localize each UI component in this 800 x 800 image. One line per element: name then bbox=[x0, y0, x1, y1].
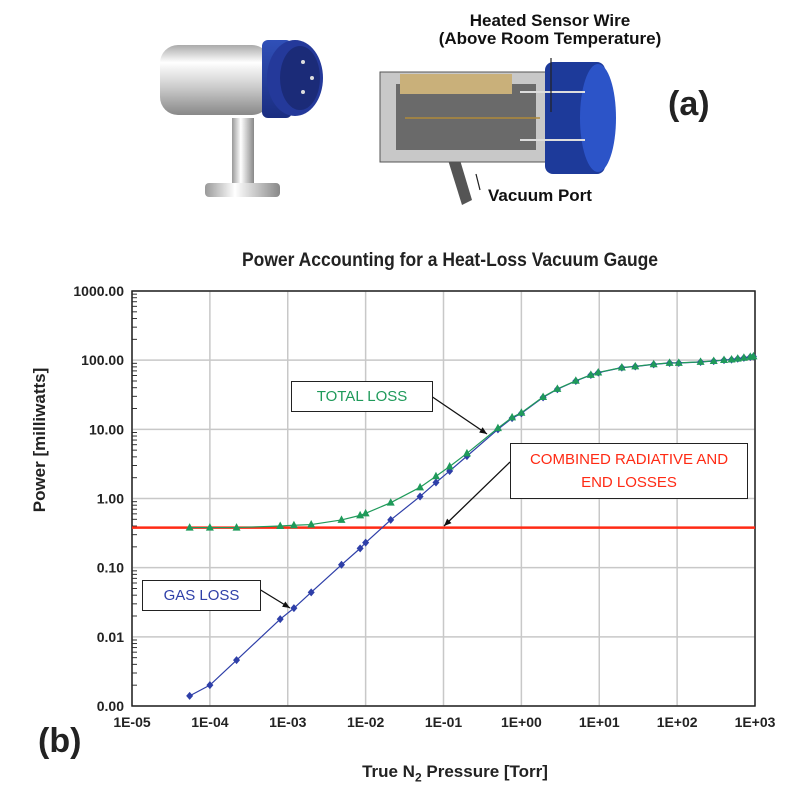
gas-loss-point bbox=[337, 560, 345, 569]
total-loss-point bbox=[733, 354, 742, 362]
total-loss-point bbox=[493, 423, 502, 432]
total-loss-point bbox=[727, 354, 736, 363]
y-tick-label: 10.00 bbox=[89, 421, 124, 437]
gas-loss-point bbox=[206, 681, 214, 690]
total-loss-point bbox=[508, 412, 517, 421]
y-tick-label: 0.00 bbox=[97, 698, 124, 714]
total-loss-arrow-head bbox=[479, 427, 487, 434]
gas-loss-point bbox=[233, 656, 241, 665]
y-tick-label: 1000.00 bbox=[73, 283, 124, 299]
wire-callout: Heated Sensor Wire (Above Room Temperatu… bbox=[400, 12, 700, 48]
wire-callout-line1: Heated Sensor Wire bbox=[469, 11, 631, 30]
y-tick-label: 0.10 bbox=[97, 560, 124, 576]
x-tick-label: 1E+01 bbox=[579, 714, 620, 730]
total-loss-point bbox=[720, 355, 729, 364]
gas-loss-point bbox=[387, 515, 395, 524]
total-loss-point bbox=[539, 392, 548, 400]
total-loss-point bbox=[517, 408, 526, 416]
total-loss-point bbox=[337, 515, 346, 523]
gas-loss-point bbox=[276, 615, 284, 624]
gas-loss-arrow-head bbox=[282, 601, 290, 608]
x-tick-label: 1E-03 bbox=[269, 714, 307, 730]
panel-label-b: (b) bbox=[38, 722, 82, 760]
total-loss-point bbox=[709, 356, 718, 364]
y-tick-label: 1.00 bbox=[97, 491, 124, 507]
total-loss-point bbox=[205, 523, 214, 531]
total-loss-point bbox=[276, 521, 285, 530]
x-axis-label-suffix: Pressure [Torr] bbox=[421, 762, 548, 781]
total-loss-point bbox=[586, 370, 595, 378]
gas-loss-point bbox=[186, 691, 194, 700]
y-tick-label: 0.01 bbox=[97, 629, 124, 645]
gas-loss-point bbox=[307, 588, 315, 597]
total-loss-point bbox=[445, 462, 454, 470]
total-loss-point bbox=[386, 498, 395, 506]
gas-loss-point bbox=[362, 538, 370, 547]
gas-loss-point bbox=[356, 544, 364, 553]
gauge-illustrations bbox=[160, 40, 616, 205]
total-loss-point bbox=[185, 523, 194, 531]
total-loss-arrow bbox=[430, 395, 488, 435]
x-axis-label-subscript: 2 bbox=[414, 770, 422, 785]
total-loss-point bbox=[361, 508, 370, 517]
x-axis-label-prefix: True N bbox=[362, 762, 415, 781]
total-loss-point bbox=[696, 357, 705, 365]
radiative-loss-arrow-head bbox=[444, 518, 452, 526]
total-loss-point bbox=[749, 351, 758, 360]
port-callout: Vacuum Port bbox=[488, 186, 592, 205]
gas-loss-label: GAS LOSS bbox=[142, 580, 261, 611]
gas-loss-point bbox=[290, 604, 298, 613]
panel-label-a: (a) bbox=[668, 85, 710, 123]
total-loss-point bbox=[674, 358, 683, 366]
gas-loss-point bbox=[432, 478, 440, 487]
total-loss-point bbox=[571, 376, 580, 384]
x-tick-label: 1E+02 bbox=[657, 714, 698, 730]
total-loss-point bbox=[553, 384, 562, 392]
total-loss-point bbox=[462, 448, 471, 457]
radiative-label-line1: COMBINED RADIATIVE AND bbox=[529, 451, 729, 468]
total-loss-point bbox=[617, 362, 626, 371]
x-tick-label: 1E+00 bbox=[501, 714, 542, 730]
gas-loss-point bbox=[416, 492, 424, 501]
total-loss-point bbox=[739, 353, 748, 361]
chart-title: Power Accounting for a Heat-Loss Vacuum … bbox=[241, 250, 659, 271]
total-loss-point bbox=[649, 359, 658, 368]
radiative-label-line2: END LOSSES bbox=[581, 474, 677, 491]
total-loss-point bbox=[307, 520, 316, 528]
total-loss-point bbox=[594, 367, 603, 376]
total-loss-point bbox=[431, 471, 440, 480]
total-loss-label: TOTAL LOSS bbox=[291, 381, 433, 412]
total-loss-point bbox=[631, 361, 640, 370]
total-loss-point bbox=[289, 520, 298, 529]
x-tick-label: 1E-01 bbox=[425, 714, 463, 730]
gauge-cutaway bbox=[379, 58, 616, 205]
x-tick-label: 1E+03 bbox=[735, 714, 776, 730]
y-tick-label: 100.00 bbox=[81, 352, 124, 368]
total-loss-point bbox=[232, 523, 241, 531]
gauge-photo bbox=[160, 40, 323, 197]
x-tick-label: 1E-02 bbox=[347, 714, 385, 730]
total-loss-point bbox=[665, 358, 674, 366]
total-loss-point bbox=[356, 510, 365, 519]
radiative-loss-arrow bbox=[443, 461, 511, 527]
total-loss-line bbox=[189, 355, 754, 529]
plot-frame bbox=[131, 290, 756, 707]
total-loss-point bbox=[416, 482, 425, 491]
x-tick-label: 1E-04 bbox=[191, 714, 229, 730]
x-axis-label: True N2 Pressure [Torr] bbox=[250, 762, 660, 784]
radiative-loss-label: COMBINED RADIATIVE AND END LOSSES bbox=[510, 443, 748, 499]
wire-callout-line2: (Above Room Temperature) bbox=[438, 29, 662, 48]
x-tick-label: 1E-05 bbox=[113, 714, 151, 730]
